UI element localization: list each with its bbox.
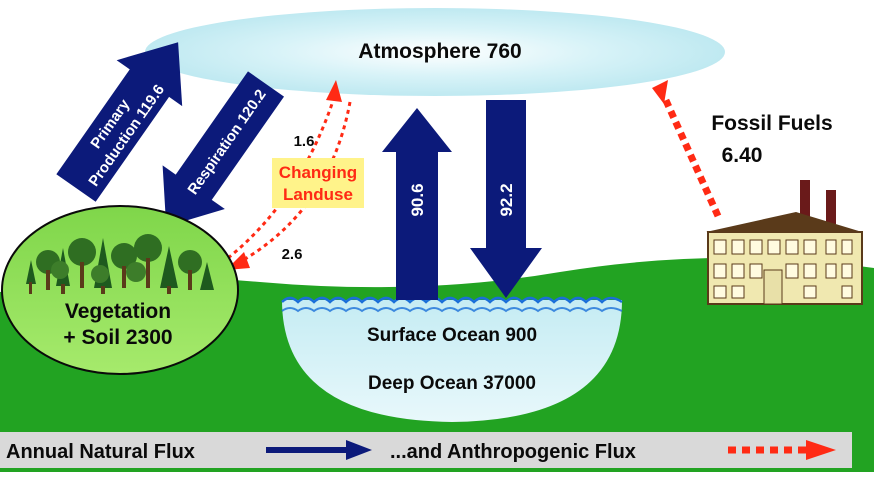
atmosphere-cloud [145, 8, 725, 96]
ocean-uptake-up-arrow [382, 108, 452, 300]
legend-natural-label: Annual Natural Flux [6, 441, 195, 463]
landuse-uptake-arrow [239, 101, 352, 264]
forest-trees-icon [26, 234, 214, 294]
legend-bar [0, 432, 852, 468]
landuse-down-flux-label: 2.6 [282, 246, 303, 263]
atmosphere-label: Atmosphere 760 [358, 40, 521, 63]
deep-ocean-label: Deep Ocean 37000 [368, 373, 536, 394]
legend-natural-arrow [266, 440, 372, 460]
ocean-basin [282, 300, 622, 422]
factory-icon [706, 180, 863, 305]
fossil-fuels-label: Fossil Fuels [711, 112, 832, 135]
changing-landuse-label-1: Changing [279, 163, 357, 182]
landuse-emission-arrowhead [326, 80, 342, 102]
changing-landuse-label-2: Landuse [283, 185, 353, 204]
fossil-fuel-emission-arrow [660, 94, 722, 218]
landuse-up-flux-label: 1.6 [294, 133, 315, 150]
legend-anthropogenic-arrow [728, 440, 836, 460]
landuse-emission-arrow [227, 97, 336, 260]
fossil-fuel-emission-arrowhead [652, 80, 668, 104]
changing-landuse-box [272, 158, 364, 208]
legend-anthropogenic-label: ...and Anthropogenic Flux [390, 441, 636, 463]
ocean-up-flux-label: 90.6 [408, 183, 427, 216]
surface-ocean-label: Surface Ocean 900 [367, 325, 537, 346]
ocean-surface-waves [281, 296, 623, 304]
ocean-surface-waves-2 [281, 307, 623, 313]
vegetation-reservoir: Vegetation + Soil 2300 [1, 205, 239, 375]
vegetation-label-1: Vegetation [65, 300, 171, 323]
fossil-fuels-value: 6.40 [722, 144, 763, 167]
vegetation-label-2: + Soil 2300 [63, 326, 172, 349]
ocean-down-arrow [470, 100, 542, 298]
ocean-down-flux-label: 92.2 [497, 183, 516, 216]
